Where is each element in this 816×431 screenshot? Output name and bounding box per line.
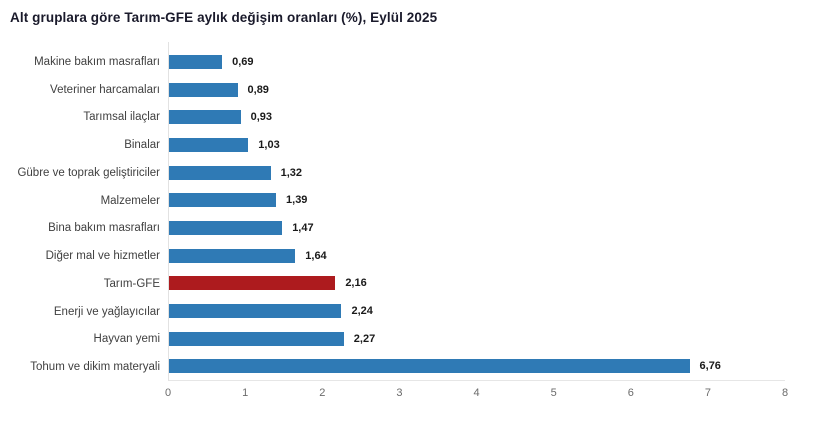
category-label: Veteriner harcamaları xyxy=(50,83,160,96)
bar-value-label: 0,93 xyxy=(250,111,273,124)
bar-rows: 0,69 0,89 0,93 1,03 1,32 1,39 1,47 1,64 2,16 2,24… xyxy=(169,48,785,380)
bar-value-label: 1,47 xyxy=(292,221,314,234)
category-label: Hayvan yemi xyxy=(93,333,160,346)
bar-row: 1,64 xyxy=(169,242,785,270)
category-axis: Makine bakım masrafları Veteriner harcama… xyxy=(0,48,160,381)
bar[interactable] xyxy=(169,137,249,152)
x-tick-label: 3 xyxy=(396,387,403,399)
bar-row: 2,16 xyxy=(169,269,785,297)
x-tick-label: 8 xyxy=(781,387,789,399)
bar-row: 0,89 xyxy=(169,76,785,104)
x-tick-label: 0 xyxy=(164,387,172,399)
chart-title: Alt gruplara göre Tarım-GFE aylık değişi… xyxy=(10,10,438,25)
bar-value-label: 6,76 xyxy=(699,360,721,373)
bar-value-label: 1,32 xyxy=(280,166,303,179)
bar-value-label: 0,69 xyxy=(232,55,254,68)
bar[interactable] xyxy=(169,165,271,180)
bar-row: 2,27 xyxy=(169,325,785,353)
x-tick-label: 5 xyxy=(550,387,557,399)
bar-row: 0,93 xyxy=(169,103,785,131)
category-label: Tohum ve dikim materyali xyxy=(30,361,160,374)
bar-value-label: 1,64 xyxy=(305,249,327,262)
bar-value-label: 0,89 xyxy=(247,83,269,96)
category-label: Tarım-GFE xyxy=(103,277,160,290)
bar[interactable] xyxy=(169,359,690,374)
bar-value-label: 1,39 xyxy=(286,194,308,207)
x-tick-label: 1 xyxy=(242,387,249,399)
bar[interactable] xyxy=(169,331,344,346)
x-tick-label: 7 xyxy=(704,387,711,399)
x-axis: 0 1 2 3 4 5 6 7 8 xyxy=(164,387,789,403)
bar-row: 1,03 xyxy=(169,131,785,159)
bar-value-label: 2,27 xyxy=(353,332,376,345)
bar-value-label: 2,16 xyxy=(345,277,367,290)
x-tick-label: 6 xyxy=(627,387,634,399)
category-label: Binalar xyxy=(124,139,160,152)
bar[interactable] xyxy=(169,303,342,318)
bar[interactable] xyxy=(169,193,277,208)
bar-row: 2,24 xyxy=(169,297,785,325)
plot-area: 0,69 0,89 0,93 1,03 1,32 1,39 1,47 1,64 2,16 2,24… xyxy=(168,42,785,381)
category-label: Diğer mal ve hizmetler xyxy=(45,250,160,263)
category-label: Malzemeler xyxy=(100,194,160,207)
x-tick-label: 4 xyxy=(473,387,480,399)
bar-value-label: 2,24 xyxy=(351,304,373,317)
bar-row: 1,39 xyxy=(169,186,785,214)
category-label: Enerji ve yağlayıcılar xyxy=(53,305,160,318)
bar-row: 0,69 xyxy=(169,48,785,76)
bar[interactable] xyxy=(169,220,283,235)
bar-row: 6,76 xyxy=(169,352,785,380)
category-label: Tarımsal ilaçlar xyxy=(83,111,160,124)
category-label: Makine bakım masrafları xyxy=(34,55,160,68)
bar-value-label: 1,03 xyxy=(258,138,280,151)
bar[interactable] xyxy=(169,248,296,263)
category-label: Gübre ve toprak geliştiriciler xyxy=(17,166,160,179)
x-tick-label: 2 xyxy=(319,387,326,399)
category-label: Bina bakım masrafları xyxy=(48,222,160,235)
bar[interactable] xyxy=(169,82,238,97)
bar-row: 1,32 xyxy=(169,159,785,187)
bar[interactable] xyxy=(169,110,241,125)
bar[interactable] xyxy=(169,54,223,69)
bar-row: 1,47 xyxy=(169,214,785,242)
highlight-bar[interactable] xyxy=(169,276,336,291)
